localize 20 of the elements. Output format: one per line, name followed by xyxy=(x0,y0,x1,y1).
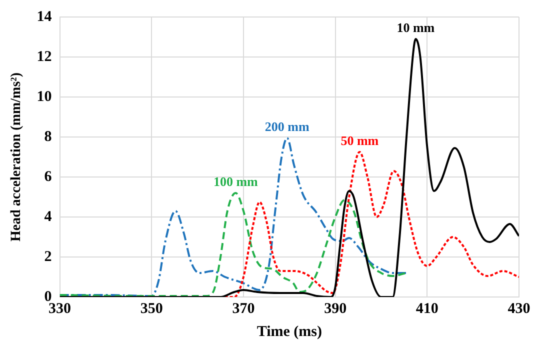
series-label: 100 mm xyxy=(213,174,258,189)
x-tick-label: 330 xyxy=(48,300,72,317)
x-axis-title: Time (ms) xyxy=(256,324,322,340)
y-tick-label: 10 xyxy=(36,88,52,105)
line-series xyxy=(60,192,408,297)
y-tick-label: 4 xyxy=(44,208,52,225)
x-tick-label: 370 xyxy=(232,300,255,317)
series-label: 200 mm xyxy=(264,118,310,134)
y-tick-label: 14 xyxy=(36,8,52,25)
y-axis-title: Head acceleration (mm/ms²) xyxy=(9,72,24,242)
y-tick-label: 6 xyxy=(44,168,52,185)
x-tick-label: 430 xyxy=(508,300,530,317)
x-tick-label: 350 xyxy=(140,300,163,317)
y-tick-label: 12 xyxy=(36,48,52,65)
y-tick-label: 8 xyxy=(44,128,52,145)
x-tick-label: 410 xyxy=(416,300,438,317)
series-label: 50 mm xyxy=(340,132,379,148)
x-tick-label: 390 xyxy=(324,300,347,317)
series-label: 10 mm xyxy=(396,20,435,35)
y-tick-label: 2 xyxy=(44,248,52,265)
